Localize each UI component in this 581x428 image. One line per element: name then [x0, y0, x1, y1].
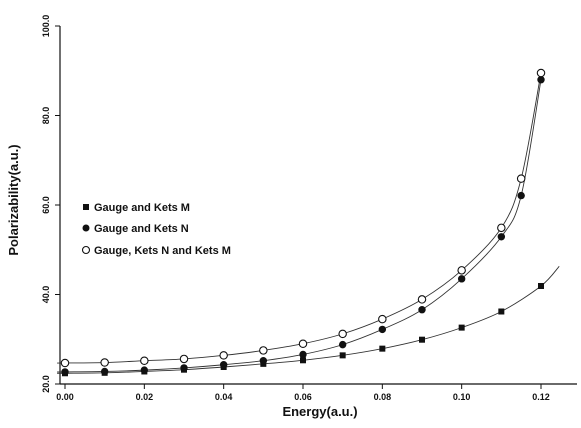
data-point-series-1: [458, 324, 465, 331]
fit-curve-1: [57, 266, 560, 374]
data-point-series-2: [61, 368, 69, 376]
x-tick-label: 0.12: [532, 392, 550, 402]
data-point-series-1: [498, 308, 505, 315]
x-tick-label: 0.04: [215, 392, 233, 402]
legend-label-3: Gauge, Kets N and Kets M: [94, 245, 231, 257]
data-point-series-2: [517, 191, 525, 200]
data-point-series-3: [378, 314, 387, 324]
data-point-series-3: [338, 329, 347, 339]
data-points: [60, 68, 546, 377]
data-point-series-3: [219, 351, 228, 360]
legend-marker-3: [81, 245, 91, 255]
data-point-series-1: [300, 357, 306, 364]
ticks: 0.00 0.02 0.04 0.06 0.08 0.10 0.12 20.0 40.0 60.0…: [41, 15, 550, 402]
data-point-series-2: [378, 325, 387, 334]
data-point-series-3: [179, 354, 189, 364]
data-point-series-1: [379, 345, 386, 352]
data-point-series-2: [100, 367, 109, 376]
data-point-series-2: [140, 366, 149, 374]
x-tick-label: 0.06: [294, 392, 312, 402]
data-point-series-2: [338, 340, 347, 349]
x-tick-label: 0.10: [453, 392, 471, 402]
data-point-series-2: [537, 76, 545, 84]
data-point-series-1: [419, 336, 425, 343]
x-tick-label: 0.00: [56, 392, 74, 402]
data-point-series-3: [417, 295, 427, 304]
data-point-series-3: [259, 346, 268, 355]
x-axis-title: Energy(a.u.): [282, 404, 357, 419]
legend-label-1: Gauge and Kets M: [94, 202, 190, 214]
data-point-series-2: [457, 275, 466, 283]
y-tick-label: 100.0: [41, 15, 51, 38]
data-point-series-2: [299, 350, 307, 359]
y-tick-label: 60.0: [41, 196, 51, 214]
fit-curve-3: [57, 72, 542, 364]
legend-label-2: Gauge and Kets N: [94, 223, 189, 235]
legend-marker-1: [83, 204, 89, 210]
x-tick-label: 0.02: [136, 392, 154, 402]
data-point-series-3: [140, 356, 149, 365]
data-point-series-2: [497, 233, 506, 241]
data-point-series-2: [180, 364, 188, 372]
x-tick-label: 0.08: [374, 392, 392, 402]
data-point-series-1: [538, 282, 544, 289]
y-tick-label: 20.0: [41, 375, 51, 393]
data-point-series-3: [298, 339, 308, 348]
data-point-series-2: [219, 361, 228, 369]
data-point-series-2: [259, 357, 268, 365]
data-point-series-3: [516, 174, 526, 183]
data-point-series-3: [457, 266, 466, 275]
y-tick-label: 40.0: [41, 286, 51, 304]
legend-marker-2: [82, 224, 90, 232]
data-point-series-3: [100, 358, 109, 367]
data-point-series-3: [497, 223, 506, 233]
data-point-series-3: [536, 68, 546, 78]
y-axis-title: Polarizability(a.u.): [6, 144, 21, 255]
y-tick-label: 80.0: [41, 107, 51, 125]
data-point-series-1: [339, 352, 346, 359]
data-point-series-2: [418, 306, 426, 314]
data-point-series-3: [60, 358, 70, 368]
legend: Gauge and Kets M Gauge and Kets N Gauge, K…: [81, 202, 231, 257]
